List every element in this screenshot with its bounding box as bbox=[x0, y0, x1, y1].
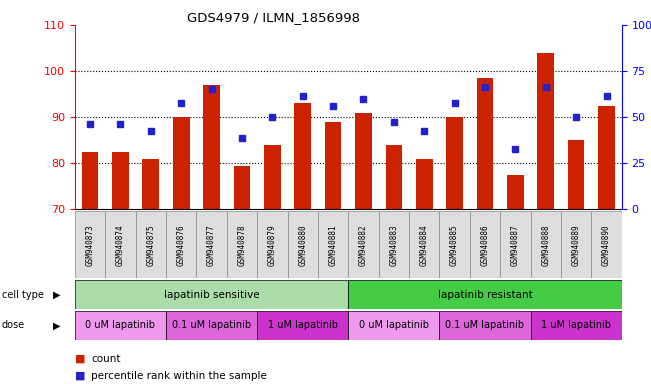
FancyBboxPatch shape bbox=[257, 311, 348, 340]
Text: GSM940885: GSM940885 bbox=[450, 224, 459, 266]
FancyBboxPatch shape bbox=[75, 280, 348, 309]
FancyBboxPatch shape bbox=[379, 211, 409, 278]
FancyBboxPatch shape bbox=[531, 211, 561, 278]
FancyBboxPatch shape bbox=[135, 211, 166, 278]
FancyBboxPatch shape bbox=[500, 211, 531, 278]
Text: GSM940887: GSM940887 bbox=[511, 224, 520, 266]
FancyBboxPatch shape bbox=[439, 211, 470, 278]
Bar bbox=[355, 113, 372, 209]
Bar bbox=[446, 117, 463, 209]
Text: percentile rank within the sample: percentile rank within the sample bbox=[91, 371, 267, 381]
Text: dose: dose bbox=[2, 320, 25, 331]
Bar bbox=[234, 166, 250, 209]
Text: count: count bbox=[91, 354, 120, 364]
Text: ■: ■ bbox=[75, 371, 85, 381]
Text: lapatinib resistant: lapatinib resistant bbox=[437, 290, 533, 300]
Text: ▶: ▶ bbox=[53, 290, 61, 300]
FancyBboxPatch shape bbox=[105, 211, 135, 278]
FancyBboxPatch shape bbox=[197, 211, 227, 278]
FancyBboxPatch shape bbox=[591, 211, 622, 278]
Text: GSM940889: GSM940889 bbox=[572, 224, 581, 266]
Bar bbox=[143, 159, 159, 209]
Text: 1 uM lapatinib: 1 uM lapatinib bbox=[541, 320, 611, 331]
Text: GSM940890: GSM940890 bbox=[602, 224, 611, 266]
Bar bbox=[568, 140, 585, 209]
FancyBboxPatch shape bbox=[409, 211, 439, 278]
Bar bbox=[203, 85, 220, 209]
Text: GSM940880: GSM940880 bbox=[298, 224, 307, 266]
Text: GDS4979 / ILMN_1856998: GDS4979 / ILMN_1856998 bbox=[187, 12, 360, 25]
FancyBboxPatch shape bbox=[288, 211, 318, 278]
FancyBboxPatch shape bbox=[348, 311, 439, 340]
Bar bbox=[598, 106, 615, 209]
Bar bbox=[112, 152, 129, 209]
Text: GSM940875: GSM940875 bbox=[146, 224, 156, 266]
FancyBboxPatch shape bbox=[227, 211, 257, 278]
Bar bbox=[385, 145, 402, 209]
Text: 0 uM lapatinib: 0 uM lapatinib bbox=[359, 320, 429, 331]
FancyBboxPatch shape bbox=[348, 280, 622, 309]
Bar bbox=[325, 122, 341, 209]
Text: 0 uM lapatinib: 0 uM lapatinib bbox=[85, 320, 156, 331]
Text: GSM940878: GSM940878 bbox=[238, 224, 247, 266]
FancyBboxPatch shape bbox=[470, 211, 500, 278]
Bar bbox=[537, 53, 554, 209]
Bar bbox=[416, 159, 432, 209]
Text: GSM940883: GSM940883 bbox=[389, 224, 398, 266]
FancyBboxPatch shape bbox=[531, 311, 622, 340]
Text: GSM940882: GSM940882 bbox=[359, 224, 368, 266]
FancyBboxPatch shape bbox=[318, 211, 348, 278]
Text: lapatinib sensitive: lapatinib sensitive bbox=[164, 290, 259, 300]
Bar bbox=[294, 103, 311, 209]
Text: cell type: cell type bbox=[2, 290, 44, 300]
Text: GSM940888: GSM940888 bbox=[541, 224, 550, 266]
FancyBboxPatch shape bbox=[166, 311, 257, 340]
Bar bbox=[507, 175, 523, 209]
FancyBboxPatch shape bbox=[348, 211, 379, 278]
Bar bbox=[82, 152, 98, 209]
Text: GSM940881: GSM940881 bbox=[329, 224, 338, 266]
Text: GSM940877: GSM940877 bbox=[207, 224, 216, 266]
Text: GSM940884: GSM940884 bbox=[420, 224, 429, 266]
Text: 0.1 uM lapatinib: 0.1 uM lapatinib bbox=[445, 320, 525, 331]
Text: GSM940873: GSM940873 bbox=[85, 224, 94, 266]
Text: 1 uM lapatinib: 1 uM lapatinib bbox=[268, 320, 338, 331]
Bar bbox=[264, 145, 281, 209]
FancyBboxPatch shape bbox=[561, 211, 591, 278]
FancyBboxPatch shape bbox=[75, 211, 105, 278]
FancyBboxPatch shape bbox=[166, 211, 197, 278]
Bar bbox=[173, 117, 189, 209]
Text: ■: ■ bbox=[75, 354, 85, 364]
Text: GSM940886: GSM940886 bbox=[480, 224, 490, 266]
Text: 0.1 uM lapatinib: 0.1 uM lapatinib bbox=[172, 320, 251, 331]
FancyBboxPatch shape bbox=[439, 311, 531, 340]
FancyBboxPatch shape bbox=[257, 211, 288, 278]
Text: ▶: ▶ bbox=[53, 320, 61, 331]
FancyBboxPatch shape bbox=[75, 311, 166, 340]
Text: GSM940876: GSM940876 bbox=[176, 224, 186, 266]
Text: GSM940874: GSM940874 bbox=[116, 224, 125, 266]
Text: GSM940879: GSM940879 bbox=[268, 224, 277, 266]
Bar bbox=[477, 78, 493, 209]
